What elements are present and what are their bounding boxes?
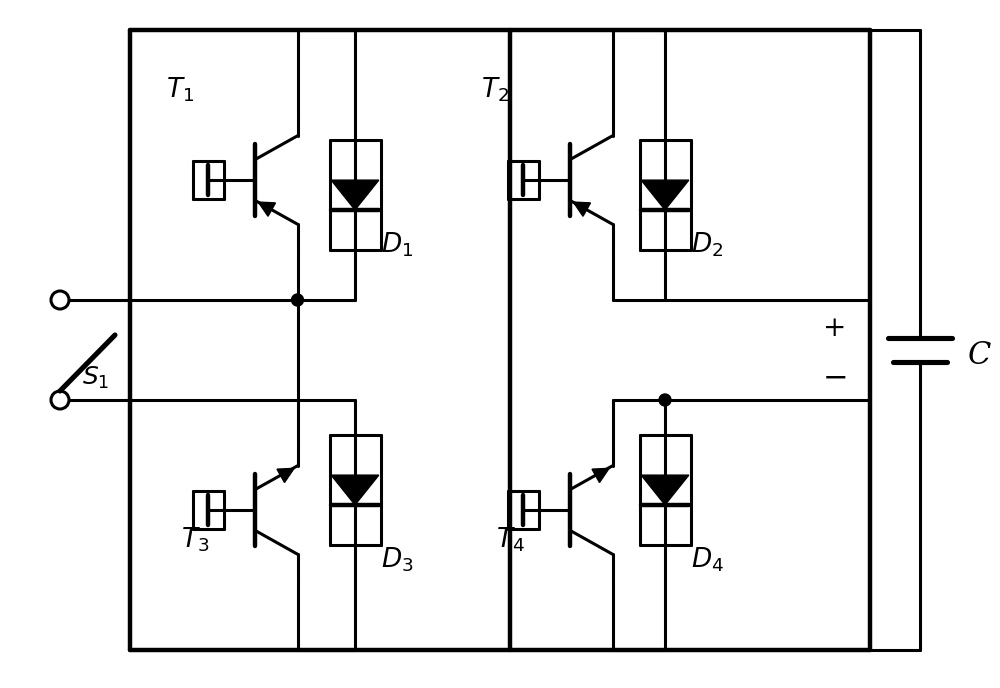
Polygon shape bbox=[258, 202, 275, 216]
Text: $T_4$: $T_4$ bbox=[496, 526, 524, 555]
Polygon shape bbox=[592, 469, 609, 482]
Text: C: C bbox=[968, 339, 991, 371]
Text: $D_2$: $D_2$ bbox=[691, 230, 723, 259]
Circle shape bbox=[292, 294, 304, 306]
Text: $T_1$: $T_1$ bbox=[166, 76, 194, 105]
Polygon shape bbox=[573, 202, 590, 216]
Text: $D_3$: $D_3$ bbox=[381, 546, 413, 574]
Polygon shape bbox=[641, 180, 689, 210]
Text: $T_3$: $T_3$ bbox=[181, 526, 209, 555]
Text: $D_4$: $D_4$ bbox=[691, 546, 723, 574]
Polygon shape bbox=[641, 475, 689, 505]
Polygon shape bbox=[331, 475, 379, 505]
Polygon shape bbox=[331, 180, 379, 210]
Text: $T_2$: $T_2$ bbox=[481, 76, 509, 105]
Circle shape bbox=[659, 394, 671, 406]
Polygon shape bbox=[277, 469, 294, 482]
Text: −: − bbox=[822, 363, 848, 394]
Text: +: + bbox=[823, 314, 847, 341]
Text: $D_1$: $D_1$ bbox=[381, 230, 413, 259]
Text: $S_1$: $S_1$ bbox=[82, 365, 109, 391]
